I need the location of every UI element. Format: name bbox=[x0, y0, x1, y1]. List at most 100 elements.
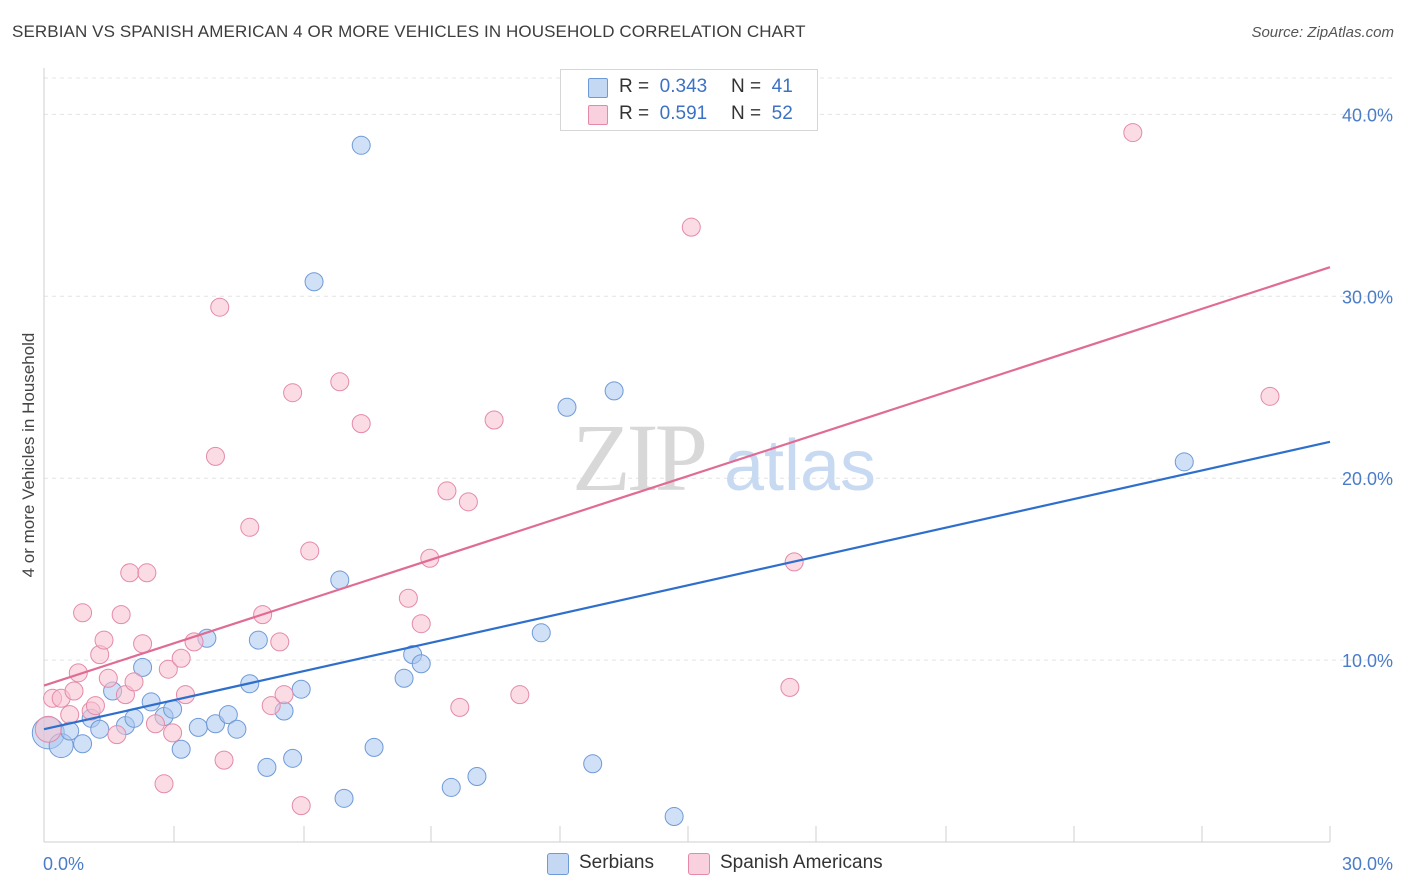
data-point bbox=[450, 697, 470, 717]
data-point bbox=[141, 692, 161, 712]
grid-lines bbox=[44, 77, 1392, 661]
y-axis-label: 4 or more Vehicles in Household bbox=[19, 333, 38, 578]
legend-r: R = 0.591 bbox=[619, 103, 708, 124]
data-point bbox=[283, 748, 303, 768]
data-point bbox=[205, 714, 225, 734]
legend-r-value: 0.343 bbox=[659, 76, 708, 97]
legend-n-value: 41 bbox=[771, 76, 793, 97]
data-point bbox=[107, 725, 127, 745]
data-point bbox=[394, 668, 414, 688]
data-point bbox=[458, 492, 478, 512]
data-point bbox=[441, 777, 461, 797]
tick-labels: 10.0% 20.0% 30.0% 40.0% 0.0% 30.0% bbox=[43, 105, 1393, 874]
legend-n: N = 41 bbox=[731, 76, 793, 97]
data-point bbox=[364, 737, 384, 757]
trend-line-spanish-americans bbox=[43, 266, 1331, 687]
data-point bbox=[531, 623, 551, 643]
legend-swatch-serbians bbox=[547, 853, 569, 875]
legend-label-spanish-americans: Spanish Americans bbox=[720, 852, 883, 873]
chart-title: SERBIAN VS SPANISH AMERICAN 4 OR MORE VE… bbox=[12, 22, 806, 41]
data-point bbox=[681, 217, 701, 237]
data-point bbox=[583, 754, 603, 774]
data-point bbox=[411, 654, 431, 674]
x-tick-label: 0.0% bbox=[43, 854, 84, 874]
legend-swatch-spanish-americans bbox=[588, 105, 608, 125]
data-point bbox=[90, 719, 110, 739]
data-point bbox=[214, 750, 234, 770]
data-point bbox=[510, 685, 530, 705]
series-legend: Serbians Spanish Americans bbox=[0, 852, 1406, 878]
legend-row-serbians: R = 0.343 N = 41 bbox=[561, 74, 817, 100]
data-point bbox=[137, 563, 157, 583]
source-credit: Source: ZipAtlas.com bbox=[1251, 24, 1394, 41]
data-point bbox=[154, 774, 174, 794]
data-point bbox=[351, 135, 371, 155]
y-tick-label: 20.0% bbox=[1342, 469, 1393, 489]
data-point bbox=[68, 663, 88, 683]
data-point bbox=[261, 696, 281, 716]
legend-swatch-serbians bbox=[588, 78, 608, 98]
data-point bbox=[218, 705, 238, 725]
data-point bbox=[1174, 452, 1194, 472]
data-point bbox=[124, 708, 144, 728]
x-tick-label: 30.0% bbox=[1342, 854, 1393, 874]
data-point bbox=[664, 807, 684, 827]
legend-label-serbians: Serbians bbox=[579, 852, 654, 873]
data-point bbox=[111, 605, 131, 625]
data-point bbox=[1123, 123, 1143, 143]
data-point bbox=[73, 734, 93, 754]
data-point bbox=[411, 614, 431, 634]
y-tick-label: 40.0% bbox=[1342, 105, 1393, 125]
legend-n-value: 52 bbox=[771, 103, 793, 124]
data-point bbox=[248, 630, 268, 650]
data-point bbox=[188, 717, 208, 737]
data-point bbox=[94, 630, 114, 650]
data-point bbox=[291, 796, 311, 816]
watermark-zip: ZIP bbox=[572, 404, 705, 511]
data-point bbox=[85, 696, 105, 716]
data-point bbox=[257, 757, 277, 777]
data-point bbox=[171, 648, 191, 668]
data-point bbox=[120, 563, 140, 583]
y-tick-label: 30.0% bbox=[1342, 287, 1393, 307]
data-point bbox=[330, 372, 350, 392]
data-point bbox=[64, 681, 84, 701]
legend-n: N = 52 bbox=[731, 103, 793, 124]
data-point bbox=[158, 659, 178, 679]
data-point bbox=[467, 767, 487, 787]
legend-r: R = 0.343 bbox=[619, 76, 708, 97]
series-spanish-americans-points bbox=[34, 123, 1280, 816]
data-point bbox=[73, 603, 93, 623]
legend-swatch-spanish-americans bbox=[688, 853, 710, 875]
data-point bbox=[133, 634, 153, 654]
axes bbox=[43, 68, 1331, 843]
data-point bbox=[304, 272, 324, 292]
data-point bbox=[163, 723, 183, 743]
y-tick-label: 10.0% bbox=[1342, 651, 1393, 671]
data-point bbox=[205, 446, 225, 466]
data-point bbox=[171, 739, 191, 759]
data-point bbox=[240, 517, 260, 537]
data-point bbox=[351, 414, 371, 434]
correlation-legend: R = 0.343 N = 41 R = 0.591 N = 52 bbox=[560, 69, 818, 131]
data-point bbox=[175, 685, 195, 705]
data-point bbox=[437, 481, 457, 501]
trend-line-serbians bbox=[43, 440, 1331, 731]
watermark-atlas: atlas bbox=[724, 426, 876, 506]
data-point bbox=[133, 657, 153, 677]
data-point bbox=[780, 677, 800, 697]
trend-lines bbox=[43, 266, 1331, 731]
data-point bbox=[210, 297, 230, 317]
data-point bbox=[283, 383, 303, 403]
data-point bbox=[227, 719, 247, 739]
data-point bbox=[145, 714, 165, 734]
data-point bbox=[398, 588, 418, 608]
data-point bbox=[484, 410, 504, 430]
watermark: ZIP atlas bbox=[572, 404, 876, 511]
data-point bbox=[300, 541, 320, 561]
legend-r-value: 0.591 bbox=[659, 103, 708, 124]
data-point bbox=[334, 788, 354, 808]
data-point bbox=[98, 668, 118, 688]
data-point bbox=[270, 632, 290, 652]
